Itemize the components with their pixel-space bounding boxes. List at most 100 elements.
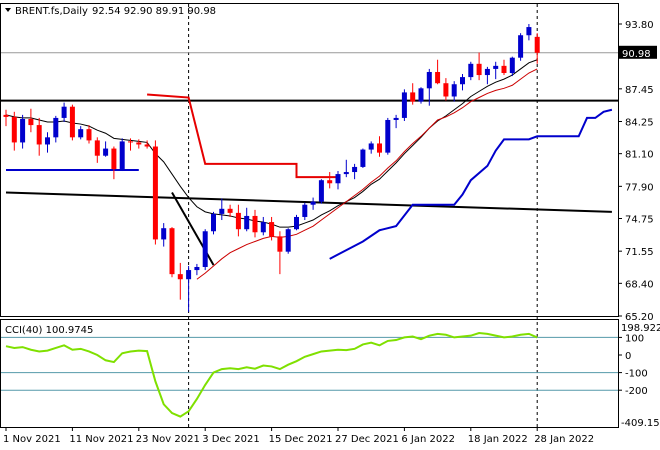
candle-52 bbox=[435, 59, 441, 85]
candle-50 bbox=[418, 87, 424, 104]
candle-body bbox=[119, 141, 125, 169]
candle-32 bbox=[269, 216, 275, 241]
candle-59 bbox=[493, 61, 499, 80]
candle-body bbox=[302, 204, 308, 217]
ma-slow-line bbox=[196, 68, 538, 280]
candle-36 bbox=[302, 202, 308, 221]
candle-body bbox=[418, 88, 424, 102]
candle-body bbox=[136, 142, 142, 145]
candle-body bbox=[352, 166, 358, 173]
candle-8 bbox=[69, 104, 75, 141]
overlay-layer bbox=[1, 52, 618, 280]
candle-28 bbox=[235, 204, 241, 237]
candle-46 bbox=[385, 117, 391, 155]
candle-2 bbox=[20, 114, 26, 149]
candle-body bbox=[169, 228, 175, 275]
axis-layer: 93.80 87.45 84.25 81.10 77.90 74.75 71.55 68.40… bbox=[3, 20, 654, 445]
candle-body bbox=[260, 222, 266, 233]
candle-body bbox=[310, 201, 316, 205]
candle-body bbox=[11, 116, 17, 143]
candle-body bbox=[227, 208, 233, 213]
candle-body bbox=[294, 216, 299, 230]
candle-15 bbox=[128, 138, 133, 151]
date-tick-label-0: 1 Nov 2021 bbox=[3, 434, 61, 445]
candle-20 bbox=[169, 227, 175, 278]
candle-63 bbox=[526, 24, 532, 41]
price-tick-label-6: 74.75 bbox=[625, 214, 654, 225]
candle-body bbox=[460, 77, 465, 85]
candle-42 bbox=[352, 163, 358, 180]
candle-body bbox=[78, 129, 84, 138]
candle-body bbox=[269, 222, 275, 237]
candle-9 bbox=[78, 126, 84, 140]
candle-body bbox=[53, 117, 59, 138]
candle-body bbox=[186, 270, 192, 280]
candle-13 bbox=[111, 146, 117, 180]
candle-44 bbox=[368, 141, 374, 154]
date-tick-label-8: 28 Jan 2022 bbox=[534, 434, 594, 445]
candle-body bbox=[393, 117, 399, 120]
candle-body bbox=[335, 174, 341, 184]
candle-body bbox=[518, 35, 524, 58]
candle-body bbox=[103, 148, 109, 156]
candle-48 bbox=[401, 89, 407, 121]
date-tick-label-2: 23 Nov 2021 bbox=[136, 434, 200, 445]
candle-body bbox=[244, 215, 250, 230]
candle-62 bbox=[518, 33, 524, 61]
candle-21 bbox=[177, 262, 183, 300]
candle-body bbox=[69, 106, 75, 138]
candle-6 bbox=[53, 115, 59, 143]
trend-line bbox=[5, 191, 612, 213]
candle-64 bbox=[534, 33, 540, 64]
candle-41 bbox=[343, 159, 349, 178]
candle-body bbox=[20, 118, 26, 143]
cci-title: CCI(40) 100.9745 bbox=[5, 325, 93, 336]
candle-body bbox=[343, 172, 349, 175]
cci-tick-label-0: 100 bbox=[625, 333, 644, 344]
candle-body bbox=[476, 63, 482, 76]
candle-35 bbox=[294, 214, 299, 231]
candle-55 bbox=[460, 74, 465, 91]
price-tick-label-4: 81.10 bbox=[625, 150, 654, 161]
candle-39 bbox=[327, 172, 333, 189]
candle-0 bbox=[3, 109, 9, 127]
candle-54 bbox=[451, 81, 457, 102]
candle-25 bbox=[211, 211, 216, 235]
candle-body bbox=[435, 71, 441, 84]
triangle-down-icon[interactable] bbox=[5, 8, 11, 12]
candle-57 bbox=[476, 52, 482, 81]
candle-27 bbox=[227, 204, 233, 217]
candle-43 bbox=[360, 148, 366, 168]
candle-33 bbox=[277, 231, 283, 275]
candle-22 bbox=[186, 265, 192, 312]
candle-body bbox=[36, 125, 42, 145]
candle-49 bbox=[410, 83, 416, 105]
date-tick-label-4: 15 Dec 2021 bbox=[269, 434, 333, 445]
cci-line bbox=[5, 331, 538, 418]
cci-tick-label-2: -100 bbox=[625, 369, 648, 380]
candle-body bbox=[526, 27, 532, 36]
candle-40 bbox=[335, 171, 341, 190]
candle-29 bbox=[244, 207, 250, 232]
date-tick-label-1: 11 Nov 2021 bbox=[69, 434, 133, 445]
candle-body bbox=[468, 63, 474, 78]
candle-body bbox=[161, 228, 167, 240]
candle-body bbox=[211, 213, 216, 232]
candle-38 bbox=[318, 179, 324, 204]
candle-body bbox=[177, 274, 183, 280]
candle-5 bbox=[45, 132, 50, 153]
chart-title: BRENT.fs,Daily bbox=[15, 6, 88, 17]
candle-45 bbox=[377, 136, 382, 157]
candle-body bbox=[318, 180, 324, 202]
candle-60 bbox=[501, 59, 507, 76]
candle-30 bbox=[252, 209, 258, 238]
candle-layer bbox=[3, 24, 540, 312]
candle-body bbox=[144, 144, 150, 147]
grid-layer bbox=[188, 4, 538, 427]
candle-53 bbox=[443, 78, 449, 101]
candle-body bbox=[385, 119, 391, 153]
candle-37 bbox=[310, 197, 316, 210]
cci-tick-label-3: -200 bbox=[625, 386, 648, 397]
price-tick-label-3: 84.25 bbox=[625, 118, 654, 129]
